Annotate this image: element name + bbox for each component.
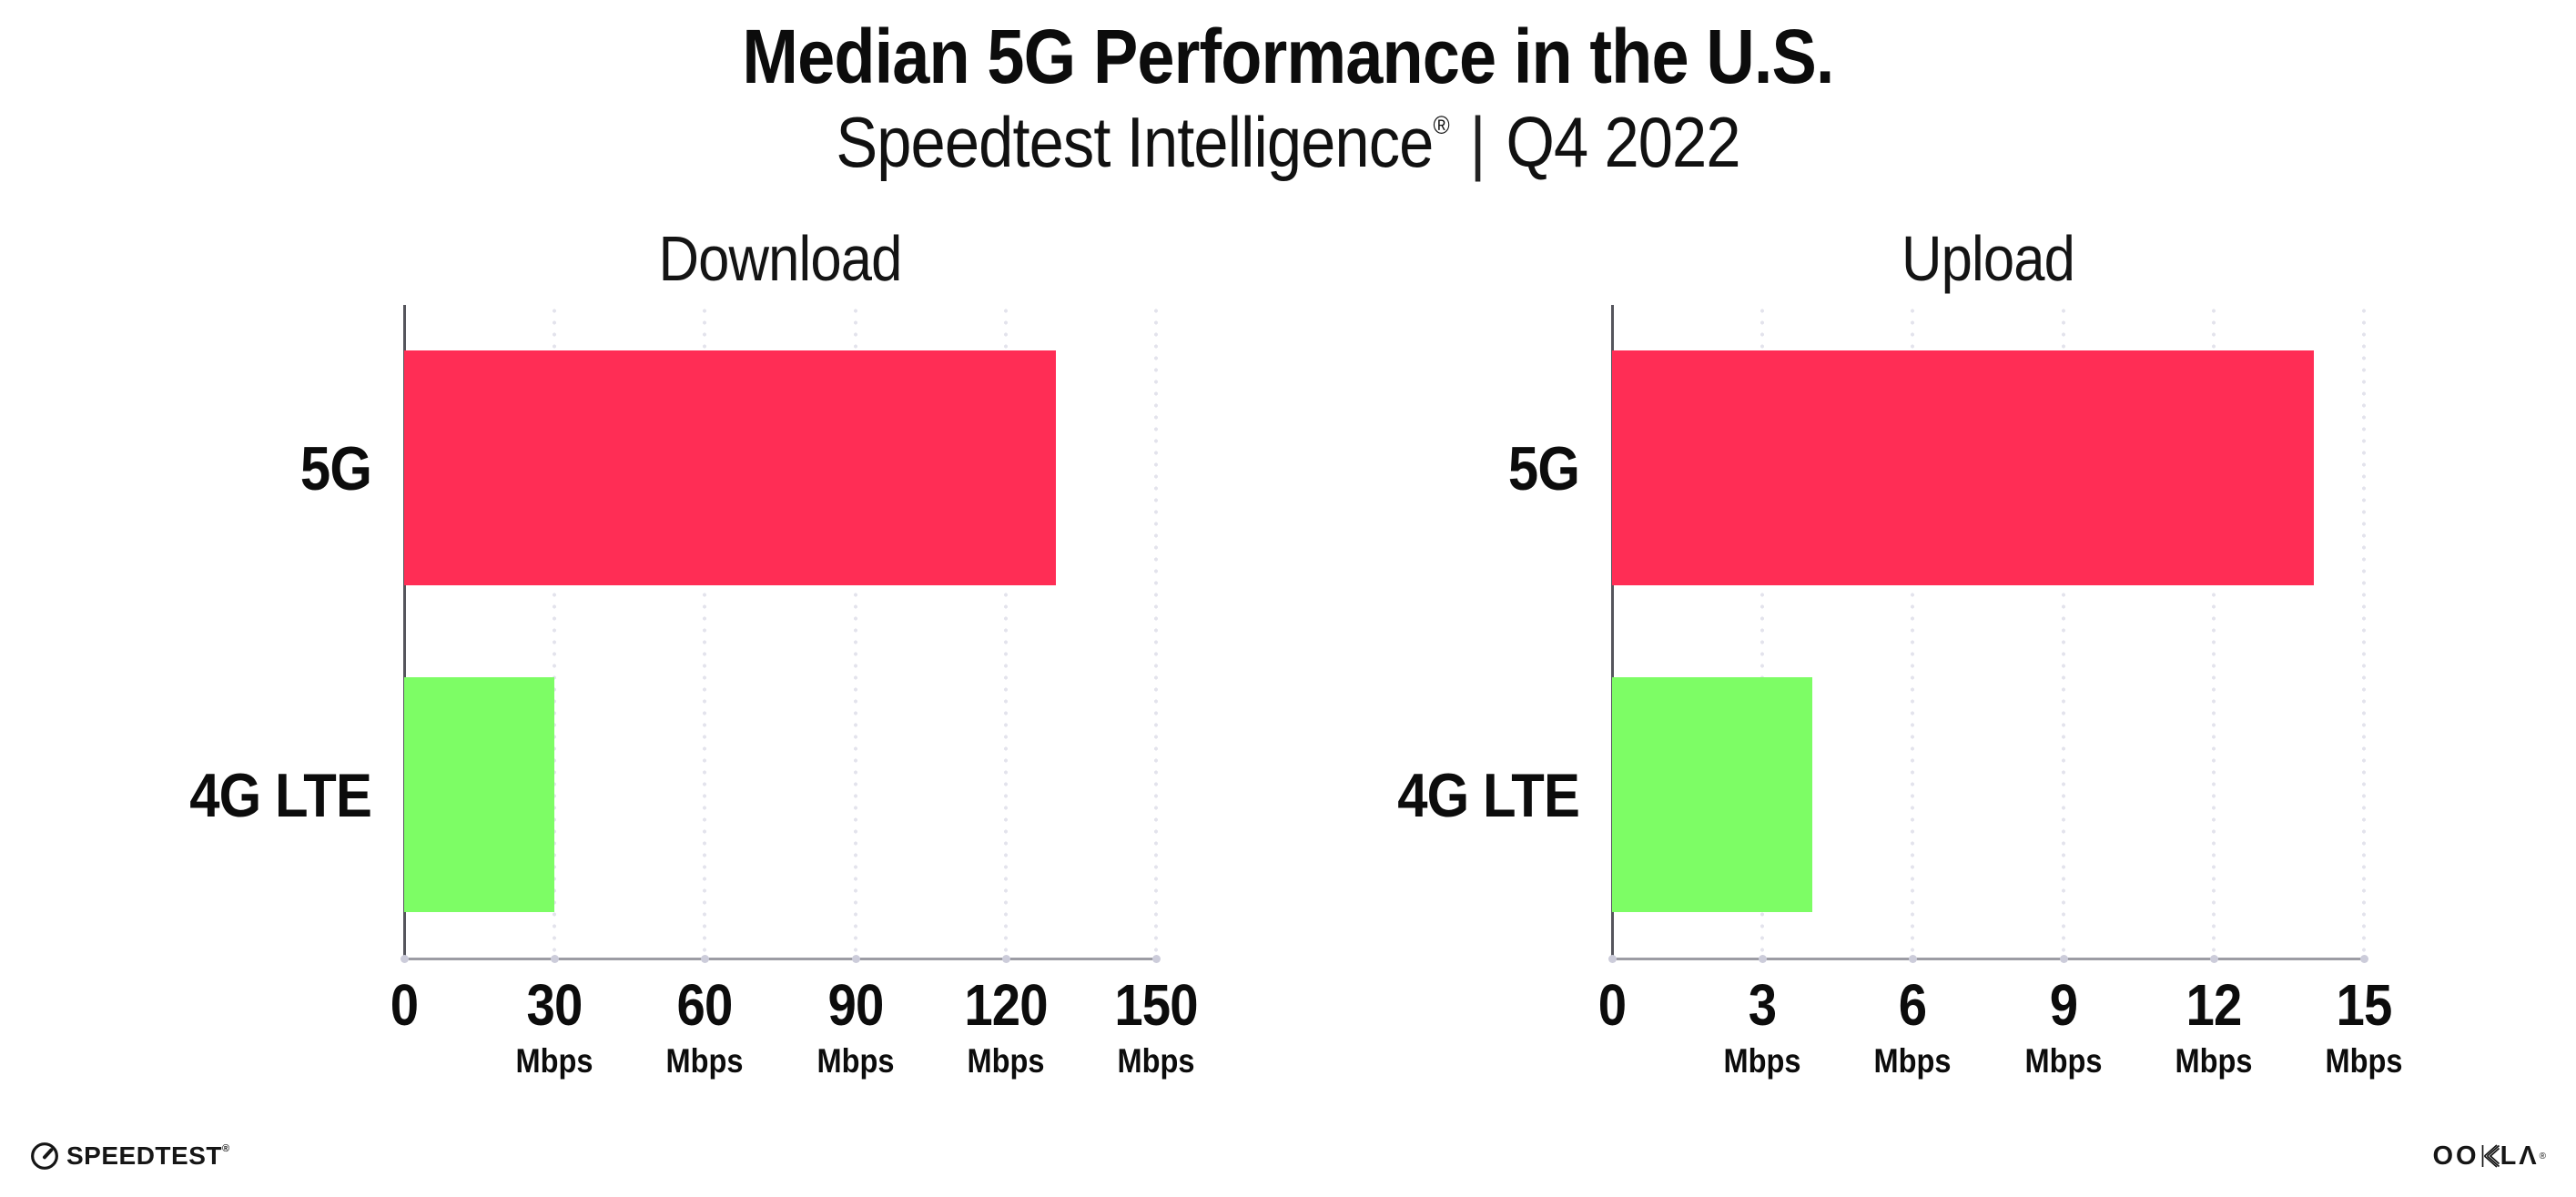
speedtest-gauge-icon	[31, 1142, 58, 1170]
registered-mark: ®	[1433, 111, 1449, 140]
tick-value: 12	[2186, 972, 2242, 1038]
ookla-wordmark-oo: OO	[2432, 1141, 2480, 1171]
x-tick-label-3: 3 Mbps	[1682, 975, 1842, 1080]
plot-area: 0 30 Mbps 60 Mbps 90 Mbps 120 Mbps 150 Mbps 5G 4G LT…	[189, 305, 1199, 1080]
x-tick-label-90: 90 Mbps	[776, 975, 936, 1080]
chart-title: Upload	[1902, 223, 2075, 294]
gridline-30	[553, 305, 557, 959]
x-tick-label-9: 9 Mbps	[1983, 975, 2144, 1080]
speedtest-logo: SPEEDTEST®	[30, 1138, 230, 1174]
gridline-12	[2211, 305, 2216, 959]
tick-value: 0	[1597, 972, 1627, 1038]
axis-tick-dot	[2209, 955, 2218, 963]
x-tick-label-0: 0	[324, 975, 484, 1035]
ookla-registered-mark: ®	[2539, 1151, 2546, 1161]
axis-tick-dot	[2360, 955, 2368, 963]
tick-value: 120	[964, 972, 1048, 1038]
chart-panel-download: Download 0 30 Mbps 60 Mbps 90 Mbps 120 Mbps 150 Mb…	[189, 0, 1199, 1197]
gridline-150	[1154, 305, 1158, 959]
category-label-5g: 5G	[299, 433, 372, 503]
page-subtitle: Speedtest Intelligence® | Q4 2022	[155, 102, 2421, 183]
tick-value: 9	[2049, 972, 2077, 1038]
header: Median 5G Performance in the U.S. Speedt…	[0, 0, 2576, 180]
tick-value: 150	[1114, 972, 1198, 1038]
bar-4g-lte-download	[404, 677, 555, 912]
tick-unit: Mbps	[816, 1042, 895, 1080]
axis-tick-dot	[1759, 955, 1768, 963]
chart-title: Download	[658, 223, 903, 294]
axis-tick-dot	[2059, 955, 2068, 963]
x-tick-label-12: 12 Mbps	[2134, 975, 2294, 1080]
subtitle-period: Q4 2022	[1506, 102, 1740, 183]
x-axis-line	[1612, 958, 2364, 960]
ookla-logo: OO LΛ ®	[2432, 1138, 2546, 1174]
category-label-4g-lte: 4G LTE	[1397, 760, 1580, 830]
tick-value: 0	[390, 972, 419, 1038]
tick-value: 15	[2336, 972, 2393, 1038]
gridline-3	[1760, 305, 1765, 959]
x-tick-label-30: 30 Mbps	[474, 975, 634, 1080]
axis-tick-dot	[401, 955, 409, 963]
gridline-15	[2362, 305, 2366, 959]
tick-value: 3	[1748, 972, 1777, 1038]
tick-unit: Mbps	[515, 1042, 593, 1080]
gridline-60	[703, 305, 707, 959]
bar-5g-upload	[1612, 350, 2314, 585]
subtitle-brand: Speedtest Intelligence	[836, 102, 1434, 183]
page-title: Median 5G Performance in the U.S.	[742, 14, 1834, 99]
gridline-120	[1003, 305, 1008, 959]
plot-area: 0 3 Mbps 6 Mbps 9 Mbps 12 Mbps 15 Mbps 5G 4G LTE	[1397, 305, 2403, 1080]
x-tick-label-6: 6 Mbps	[1832, 975, 1993, 1080]
axis-tick-dot	[1608, 955, 1617, 963]
speedtest-registered-mark: ®	[221, 1143, 230, 1154]
x-tick-label-60: 60 Mbps	[624, 975, 785, 1080]
gridline-6	[1911, 305, 1915, 959]
bar-5g-download	[404, 350, 1056, 585]
tick-value: 6	[1899, 972, 1927, 1038]
bar-4g-lte-upload	[1612, 677, 1813, 912]
tick-unit: Mbps	[2024, 1042, 2103, 1080]
y-axis-line	[1611, 305, 1614, 959]
tick-value: 90	[827, 972, 884, 1038]
x-tick-label-150: 150 Mbps	[1076, 975, 1236, 1080]
tick-unit: Mbps	[2175, 1042, 2253, 1080]
axis-tick-dot	[551, 955, 560, 963]
category-label-4g-lte: 4G LTE	[189, 760, 372, 830]
tick-unit: Mbps	[665, 1042, 744, 1080]
x-tick-label-0: 0	[1532, 975, 1692, 1035]
speedtest-wordmark: SPEEDTEST®	[66, 1141, 230, 1170]
x-axis-line	[404, 958, 1156, 960]
axis-tick-dot	[1909, 955, 1918, 963]
subtitle-separator: |	[1469, 102, 1486, 183]
ookla-wordmark-la: LΛ	[2500, 1141, 2540, 1171]
x-tick-label-120: 120 Mbps	[926, 975, 1086, 1080]
y-axis-line	[403, 305, 406, 959]
axis-tick-dot	[1001, 955, 1010, 963]
ookla-striped-k-icon	[2481, 1144, 2500, 1168]
gridline-90	[853, 305, 857, 959]
tick-value: 30	[526, 972, 583, 1038]
tick-unit: Mbps	[1873, 1042, 1952, 1080]
axis-tick-dot	[701, 955, 710, 963]
axis-tick-dot	[851, 955, 860, 963]
tick-unit: Mbps	[1117, 1042, 1195, 1080]
category-label-5g: 5G	[1507, 433, 1580, 503]
tick-value: 60	[676, 972, 734, 1038]
axis-tick-dot	[1152, 955, 1161, 963]
tick-unit: Mbps	[967, 1042, 1045, 1080]
tick-unit: Mbps	[2325, 1042, 2403, 1080]
gridline-9	[2061, 305, 2065, 959]
tick-unit: Mbps	[1723, 1042, 1801, 1080]
chart-panel-upload: Upload 0 3 Mbps 6 Mbps 9 Mbps 12 Mbps 15 Mbps 5G 4G …	[1397, 0, 2403, 1197]
x-tick-label-15: 15 Mbps	[2284, 975, 2444, 1080]
